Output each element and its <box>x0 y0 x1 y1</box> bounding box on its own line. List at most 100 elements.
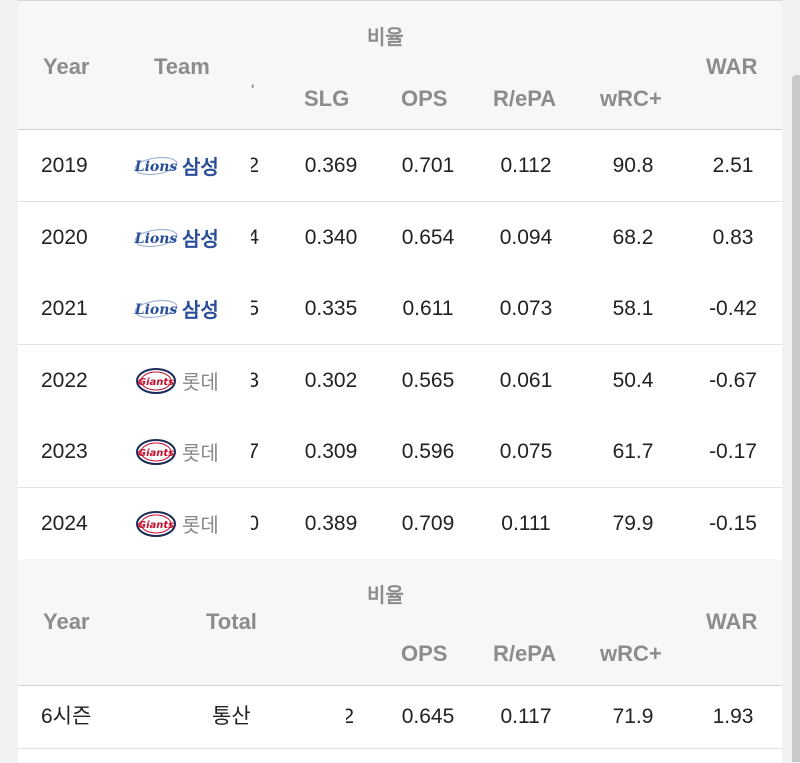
team-cell[interactable]: Lions 삼성 <box>134 130 219 201</box>
total-clipped-cell: 2 <box>346 686 354 748</box>
ops-cell: 0.611 <box>402 297 454 320</box>
wrc-cell: 68.2 <box>612 226 654 249</box>
slg-cell: 0.389 <box>304 512 358 535</box>
ops-column-header[interactable]: OPS <box>401 86 448 111</box>
clipped-cell: 3 <box>251 345 259 416</box>
svg-text:Giants: Giants <box>138 520 174 531</box>
total-column-header[interactable]: Total <box>206 609 257 634</box>
year-cell: 2023 <box>41 440 88 463</box>
wrc-cell: 61.7 <box>612 440 654 463</box>
team-name: 삼성 <box>182 300 219 322</box>
svg-text:Giants: Giants <box>138 448 174 459</box>
team-cell[interactable]: Giants 롯데 <box>134 488 219 559</box>
ops-cell: 0.654 <box>401 226 455 249</box>
wrc-cell: 79.9 <box>612 512 654 535</box>
total-year-cell: 6시즌 <box>41 705 92 728</box>
war-cell: -0.42 <box>709 297 757 320</box>
season-row[interactable]: 2024 Giants 롯데 0 0.389 0.709 0.111 79.9 … <box>18 488 782 560</box>
wrc-column-header[interactable]: wRC+ <box>600 86 662 111</box>
clipped-cell: 7 <box>251 416 259 487</box>
season-row[interactable]: 2021 Lions 삼성 5 0.335 0.611 0.073 58.1 -… <box>18 273 782 345</box>
ops-cell: 0.565 <box>401 369 455 392</box>
lions-logo-icon: Lions <box>134 299 178 318</box>
repa-cell: 0.075 <box>499 440 553 463</box>
wrc-cell: 58.1 <box>612 297 654 320</box>
year-cell: 2021 <box>41 297 88 320</box>
repa-column-header[interactable]: R/ePA <box>493 86 557 111</box>
slg-cell: 0.335 <box>304 297 358 320</box>
slg-column-header[interactable]: SLG <box>304 86 350 111</box>
slg-cell: 0.302 <box>304 369 358 392</box>
team-cell[interactable]: Giants 롯데 <box>134 345 219 416</box>
year-cell: 2020 <box>41 226 88 249</box>
stats-table-header: 비율 Year Team ' SLG OPS R/ePA wRC+ WAR <box>18 1 782 130</box>
clipped-cell: 4 <box>251 202 259 273</box>
total-repa-cell: 0.117 <box>500 705 552 728</box>
giants-logo-icon: Giants <box>136 438 176 465</box>
team-name: 삼성 <box>182 157 219 179</box>
ops-cell: 0.596 <box>401 440 455 463</box>
season-row[interactable]: 2023 Giants 롯데 7 0.309 0.596 0.075 61.7 … <box>18 416 782 488</box>
ops-cell: 0.709 <box>401 512 455 535</box>
lions-logo-icon: Lions <box>134 228 178 247</box>
war-cell: 2.51 <box>712 154 754 177</box>
wrc-cell: 90.8 <box>612 154 654 177</box>
season-row[interactable]: 2020 Lions 삼성 4 0.340 0.654 0.094 68.2 0… <box>18 202 782 274</box>
slg-cell: 0.340 <box>304 226 358 249</box>
season-row[interactable]: 2022 Giants 롯데 3 0.302 0.565 0.061 50.4 … <box>18 345 782 417</box>
repa-cell: 0.112 <box>500 154 552 177</box>
total-label-cell: 통산 <box>212 705 251 728</box>
ratio-group-label: 비율 <box>367 27 404 49</box>
war-cell: -0.15 <box>709 512 757 535</box>
team-name: 롯데 <box>182 515 219 537</box>
team-name: 롯데 <box>182 443 219 465</box>
total-ops-cell: 0.645 <box>401 705 455 728</box>
total-war-cell: 1.93 <box>712 705 754 728</box>
team-cell[interactable]: Lions 삼성 <box>134 202 219 273</box>
team-name: 삼성 <box>182 229 219 251</box>
clipped-cell: 0 <box>251 488 259 559</box>
clipped-cell: 2 <box>251 130 259 201</box>
vertical-scrollbar[interactable] <box>792 75 800 762</box>
repa-cell: 0.073 <box>499 297 553 320</box>
war-column-header[interactable]: WAR <box>706 54 758 79</box>
year-cell: 2024 <box>41 512 88 535</box>
wrc-cell: 50.4 <box>612 369 654 392</box>
war-cell: -0.17 <box>709 440 757 463</box>
team-column-header[interactable]: Team <box>154 54 210 79</box>
repa-cell: 0.094 <box>499 226 553 249</box>
year-column-header[interactable]: Year <box>43 609 90 634</box>
ops-column-header[interactable]: OPS <box>401 641 448 666</box>
svg-text:Lions: Lions <box>134 231 177 247</box>
repa-cell: 0.111 <box>501 512 551 535</box>
ops-cell: 0.701 <box>401 154 455 177</box>
stats-card: 비율 Year Team ' SLG OPS R/ePA wRC+ WAR 20… <box>18 0 782 763</box>
year-column-header[interactable]: Year <box>43 54 90 79</box>
war-column-header[interactable]: WAR <box>706 609 758 634</box>
slg-cell: 0.309 <box>304 440 358 463</box>
svg-text:Giants: Giants <box>138 377 174 388</box>
repa-cell: 0.061 <box>499 369 553 392</box>
team-cell[interactable]: Lions 삼성 <box>134 273 219 344</box>
year-cell: 2019 <box>41 154 88 177</box>
year-cell: 2022 <box>41 369 88 392</box>
lions-logo-icon: Lions <box>134 156 178 175</box>
repa-column-header[interactable]: R/ePA <box>493 641 557 666</box>
clipped-cell: 5 <box>251 273 259 344</box>
svg-text:Lions: Lions <box>134 302 177 318</box>
team-cell[interactable]: Giants 롯데 <box>134 416 219 487</box>
svg-text:Lions: Lions <box>134 159 177 175</box>
total-row: 6시즌 통산 2 0.645 0.117 71.9 1.93 <box>18 686 782 749</box>
total-table-header: 비율 Year Total OPS R/ePA wRC+ WAR <box>18 559 782 686</box>
slg-cell: 0.369 <box>304 154 358 177</box>
giants-logo-icon: Giants <box>136 367 176 394</box>
wrc-column-header[interactable]: wRC+ <box>600 641 662 666</box>
season-row[interactable]: 2019 Lions 삼성 2 0.369 0.701 0.112 90.8 2… <box>18 130 782 202</box>
ratio-group-label: 비율 <box>367 585 404 607</box>
war-cell: 0.83 <box>712 226 754 249</box>
clipped-column-header: ' <box>251 81 255 97</box>
team-name: 롯데 <box>182 372 219 394</box>
giants-logo-icon: Giants <box>136 510 176 537</box>
total-wrc-cell: 71.9 <box>612 705 654 728</box>
war-cell: -0.67 <box>709 369 757 392</box>
